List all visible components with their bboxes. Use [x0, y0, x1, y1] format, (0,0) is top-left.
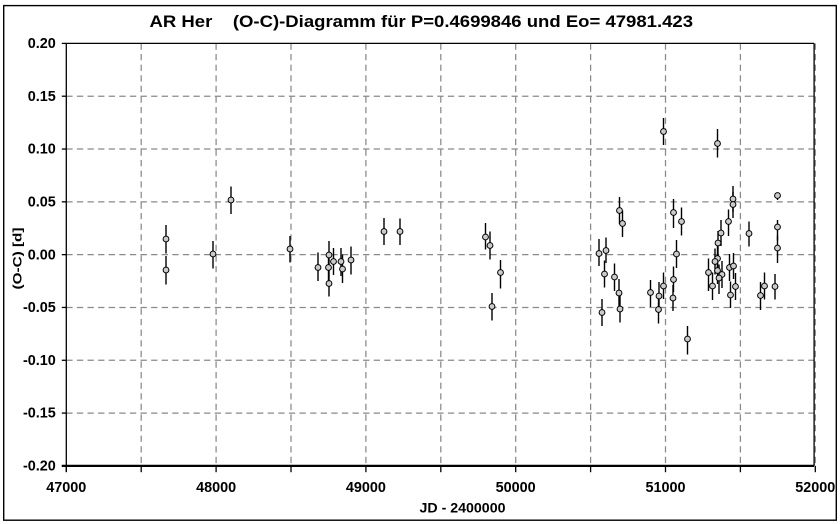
svg-text:-0.10: -0.10	[23, 353, 56, 369]
svg-text:52000: 52000	[795, 480, 835, 496]
svg-text:48000: 48000	[196, 480, 236, 496]
svg-text:(O-C) [d]: (O-C) [d]	[11, 228, 25, 290]
svg-text:0.00: 0.00	[28, 247, 56, 263]
svg-text:JD - 2400000: JD - 2400000	[420, 501, 506, 517]
svg-text:0.20: 0.20	[28, 36, 56, 52]
svg-text:50000: 50000	[496, 480, 536, 496]
svg-text:-0.05: -0.05	[23, 300, 56, 316]
svg-text:0.15: 0.15	[28, 89, 56, 105]
svg-text:AR Her (O-C)-Diagramm für P: AR Her (O-C)-Diagramm für P=0.4699846 un…	[150, 12, 694, 31]
svg-text:49000: 49000	[346, 480, 386, 496]
svg-text:0.10: 0.10	[28, 142, 56, 158]
svg-text:-0.20: -0.20	[23, 459, 56, 475]
svg-text:0.05: 0.05	[28, 194, 56, 210]
svg-text:-0.15: -0.15	[23, 406, 56, 422]
svg-text:47000: 47000	[46, 480, 86, 496]
svg-text:51000: 51000	[645, 480, 685, 496]
